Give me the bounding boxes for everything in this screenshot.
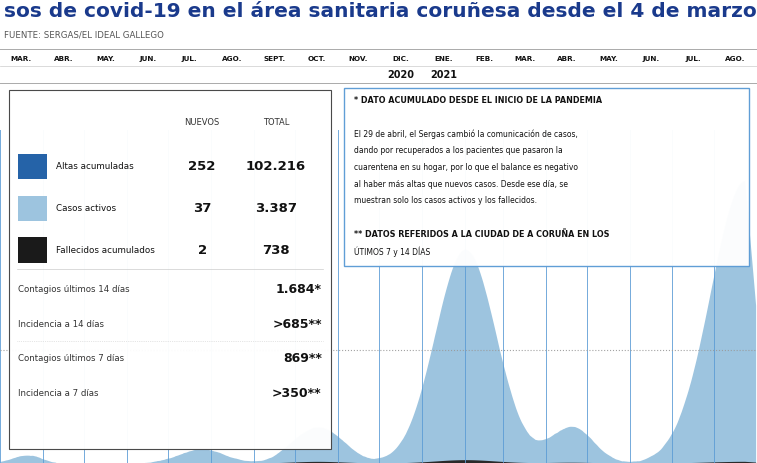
Text: OCT.: OCT. — [307, 56, 326, 62]
Text: Incidencia a 7 días: Incidencia a 7 días — [18, 389, 98, 398]
Text: >685**: >685** — [273, 318, 322, 331]
Text: AGO.: AGO. — [725, 56, 746, 62]
Text: ABR.: ABR. — [557, 56, 577, 62]
Text: al haber más altas que nuevos casos. Desde ese día, se: al haber más altas que nuevos casos. Des… — [354, 180, 568, 188]
Text: Contagios últimos 14 días: Contagios últimos 14 días — [18, 285, 129, 294]
Text: Casos activos: Casos activos — [56, 204, 116, 213]
Text: Incidencia a 14 días: Incidencia a 14 días — [18, 319, 104, 329]
Text: JUN.: JUN. — [642, 56, 659, 62]
Text: TOTAL: TOTAL — [263, 118, 289, 127]
Text: MAR.: MAR. — [514, 56, 535, 62]
Text: 37: 37 — [193, 202, 211, 215]
Text: El 29 de abril, el Sergas cambió la comunicación de casos,: El 29 de abril, el Sergas cambió la comu… — [354, 130, 578, 139]
Text: cuarentena en su hogar, por lo que el balance es negativo: cuarentena en su hogar, por lo que el ba… — [354, 163, 578, 172]
Text: 2021: 2021 — [430, 70, 456, 80]
Text: MAY.: MAY. — [600, 56, 618, 62]
Text: sos de covid-19 en el área sanitaria coruñesa desde el 4 de marzo de 2020: sos de covid-19 en el área sanitaria cor… — [4, 2, 757, 21]
Text: ** DATOS REFERIDOS A LA CIUDAD DE A CORUÑA EN LOS: ** DATOS REFERIDOS A LA CIUDAD DE A CORU… — [354, 230, 609, 238]
Text: SEPT.: SEPT. — [263, 56, 285, 62]
Text: 3.387: 3.387 — [255, 202, 297, 215]
Text: NUEVOS: NUEVOS — [185, 118, 220, 127]
Text: 869**: 869** — [283, 352, 322, 365]
Text: 102.216: 102.216 — [246, 160, 306, 173]
Text: Contagios últimos 7 días: Contagios últimos 7 días — [18, 354, 124, 363]
Text: AGO.: AGO. — [222, 56, 242, 62]
Text: 2: 2 — [198, 244, 207, 257]
Text: Fallecidos acumulados: Fallecidos acumulados — [56, 245, 155, 255]
Text: dando por recuperados a los pacientes que pasaron la: dando por recuperados a los pacientes qu… — [354, 146, 562, 155]
Text: Altas acumuladas: Altas acumuladas — [56, 162, 134, 171]
Text: 1.684*: 1.684* — [276, 283, 322, 296]
Text: MAR.: MAR. — [11, 56, 32, 62]
Text: * DATO ACUMULADO DESDE EL INICIO DE LA PANDEMIA: * DATO ACUMULADO DESDE EL INICIO DE LA P… — [354, 96, 602, 105]
Text: JUN.: JUN. — [139, 56, 156, 62]
Text: MAY.: MAY. — [96, 56, 115, 62]
Text: muestran solo los casos activos y los fallecidos.: muestran solo los casos activos y los fa… — [354, 196, 537, 205]
Text: 252: 252 — [188, 160, 216, 173]
Text: ÚTIMOS 7 y 14 DÍAS: ÚTIMOS 7 y 14 DÍAS — [354, 246, 430, 257]
Text: 738: 738 — [263, 244, 290, 257]
Text: DIC.: DIC. — [392, 56, 409, 62]
Text: FUENTE: SERGAS/EL IDEAL GALLEGO: FUENTE: SERGAS/EL IDEAL GALLEGO — [4, 30, 164, 39]
Text: 2020: 2020 — [387, 70, 414, 80]
Text: JUL.: JUL. — [182, 56, 198, 62]
Text: >350**: >350** — [272, 387, 322, 400]
Text: ABR.: ABR. — [54, 56, 73, 62]
Text: NOV.: NOV. — [349, 56, 368, 62]
Text: ENE.: ENE. — [434, 56, 453, 62]
Text: FEB.: FEB. — [475, 56, 493, 62]
Text: JUL.: JUL. — [685, 56, 701, 62]
